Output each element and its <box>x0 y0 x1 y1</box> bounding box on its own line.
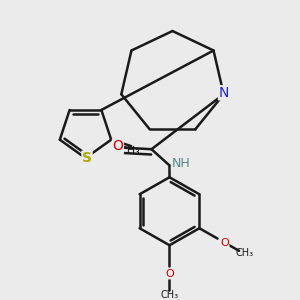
Text: CH₃: CH₃ <box>160 290 178 300</box>
Text: NH: NH <box>172 158 190 170</box>
Text: CH₃: CH₃ <box>119 146 140 156</box>
Text: O: O <box>220 238 229 248</box>
Text: O: O <box>165 269 174 279</box>
Text: CH₃: CH₃ <box>235 248 254 258</box>
Text: N: N <box>218 86 229 100</box>
Text: O: O <box>112 139 123 153</box>
Text: S: S <box>82 151 92 165</box>
